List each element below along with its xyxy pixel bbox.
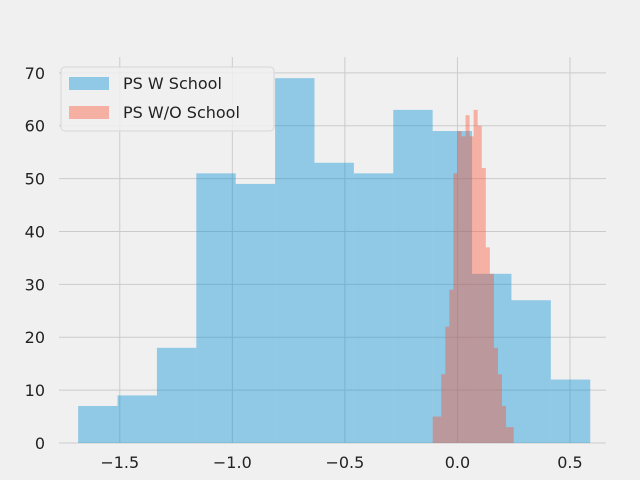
bar-series-0-bin-5: [275, 78, 315, 443]
y-tick-label-3: 30: [25, 275, 45, 294]
y-tick-label-0: 0: [35, 434, 45, 453]
legend-label-1: PS W/O School: [123, 103, 240, 122]
bar-series-0-bin-8: [393, 109, 433, 443]
bar-series-1-bin-9: [473, 109, 478, 443]
bar-series-1-bin-3: [449, 289, 454, 443]
x-tick-label-0: −1.5: [100, 453, 139, 472]
bar-series-0-bin-3: [196, 173, 236, 443]
legend-box: [60, 66, 275, 132]
bar-series-0-bin-11: [511, 300, 551, 443]
bar-series-0-bin-7: [353, 173, 394, 443]
bar-series-1-bin-5: [457, 131, 462, 443]
x-tick-label-2: −0.5: [325, 453, 364, 472]
bar-series-0-bin-6: [314, 162, 354, 443]
y-tick-label-2: 20: [25, 328, 45, 347]
x-tick-label-4: 0.5: [557, 453, 582, 472]
bar-series-0-bin-1: [117, 395, 157, 443]
x-tick-label-3: 0.0: [445, 453, 470, 472]
bar-series-0-bin-9: [432, 131, 473, 443]
x-tick-label-1: −1.0: [213, 453, 252, 472]
bar-series-1-bin-0: [432, 416, 442, 443]
bar-series-1-bin-2: [445, 326, 450, 443]
bar-series-1-bin-14: [493, 347, 498, 443]
bar-series-1-bin-1: [441, 374, 446, 443]
bar-series-0-bin-12: [550, 379, 591, 443]
bar-series-1-bin-13: [489, 273, 494, 443]
bar-series-0-bin-4: [235, 183, 276, 443]
bar-series-0-bin-2: [156, 347, 197, 443]
bar-series-1-bin-4: [453, 173, 458, 443]
legend-label-0: PS W School: [123, 74, 222, 93]
bar-series-0-bin-10: [472, 273, 512, 443]
y-tick-label-1: 10: [25, 381, 45, 400]
bar-series-1-bin-11: [481, 168, 486, 444]
legend-swatch-1: [69, 106, 109, 119]
y-tick-label-6: 60: [25, 117, 45, 136]
y-tick-label-4: 40: [25, 222, 45, 241]
bar-series-1-bin-6: [461, 136, 466, 443]
bar-series-1-bin-10: [477, 125, 482, 444]
legend: PS W School PS W/O School: [60, 66, 275, 132]
bar-series-1-bin-16: [502, 405, 507, 443]
axis-tick-labels: −1.5 −1.0 −0.5 0.0 0.5 0 10 20 30 40 50 60 70: [25, 64, 583, 472]
bar-series-1-bin-8: [469, 136, 474, 443]
bar-series-1-bin-17: [506, 427, 514, 443]
y-tick-label-7: 70: [25, 64, 45, 83]
histogram-bars: [78, 78, 591, 444]
bar-series-1-bin-15: [497, 374, 503, 443]
legend-swatch-0: [69, 77, 109, 90]
bar-series-0-bin-0: [78, 405, 118, 443]
bar-series-1-bin-7: [465, 115, 470, 444]
y-tick-label-5: 50: [25, 170, 45, 189]
bar-series-1-bin-12: [485, 247, 490, 443]
